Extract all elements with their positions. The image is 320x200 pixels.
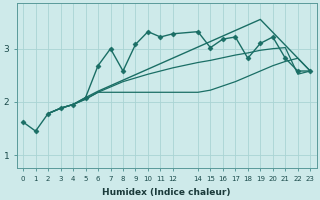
X-axis label: Humidex (Indice chaleur): Humidex (Indice chaleur) xyxy=(102,188,231,197)
